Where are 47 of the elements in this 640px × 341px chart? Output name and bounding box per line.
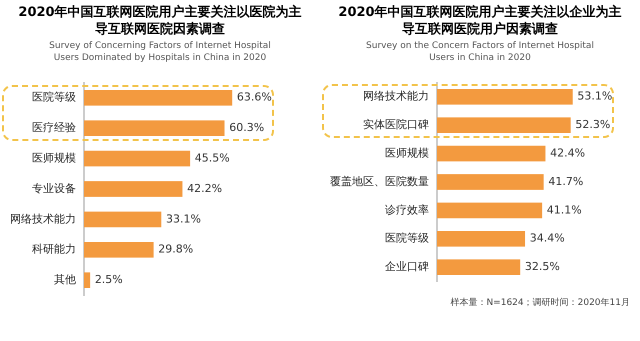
- data-label: 29.8%: [158, 242, 194, 256]
- data-label: 53.1%: [577, 90, 612, 103]
- bar: [84, 181, 182, 197]
- data-label: 32.5%: [524, 260, 560, 274]
- bar: [437, 117, 571, 134]
- y-tick-label: 网络技术能力: [363, 90, 429, 103]
- data-label: 41.1%: [546, 203, 582, 216]
- y-tick-label: 医师规模: [385, 146, 429, 160]
- chart-title: 2020年中国互联网医院用户主要关注以医院为主导互联网医院因素调查: [17, 4, 303, 38]
- y-tick-label: 覆盖地区、医院数量: [330, 174, 429, 188]
- y-tick-label: 医疗经验: [32, 121, 76, 134]
- y-tick-label: 实体医院口碑: [363, 118, 429, 132]
- bar: [437, 202, 542, 218]
- chart-subtitle: Survey on the Concern Factors of Internet Hospital Users in China in 2020: [365, 40, 595, 64]
- bar: [84, 212, 162, 228]
- data-label: 41.7%: [548, 174, 584, 188]
- data-label: 42.2%: [187, 182, 222, 195]
- data-label: 42.4%: [550, 146, 586, 160]
- y-tick-label: 诊疗效率: [385, 203, 429, 216]
- bar: [84, 242, 154, 258]
- bar: [84, 150, 190, 166]
- data-label: 45.5%: [194, 151, 230, 164]
- text: 样本量：N=1624；调研时间：2020年11月: [449, 296, 631, 309]
- data-label: 60.3%: [229, 121, 264, 134]
- data-label: 52.3%: [575, 118, 610, 132]
- data-label: 63.6%: [236, 90, 272, 104]
- bar: [437, 88, 573, 105]
- y-tick-label: 科研能力: [32, 242, 76, 256]
- chart-title: 2020年中国互联网医院用户主要关注以企业为主导互联网医院用户因素调查: [337, 4, 623, 38]
- y-tick-label: 企业口碑: [385, 260, 429, 274]
- bar: [437, 146, 546, 162]
- data-label: 33.1%: [166, 212, 201, 226]
- bar: [437, 230, 526, 247]
- bar: [437, 259, 520, 276]
- y-tick-label: 其他: [54, 273, 76, 286]
- bar: [84, 272, 90, 288]
- chart-subtitle: Survey of Concerning Factors of Internet Hospital Users Dominated by Hospitals in China in 2020: [48, 40, 272, 64]
- y-tick-label: 医院等级: [32, 90, 76, 104]
- y-tick-label: 医院等级: [385, 232, 429, 245]
- bar: [84, 120, 225, 136]
- y-tick-label: 网络技术能力: [10, 212, 76, 226]
- data-label: 2.5%: [94, 273, 123, 286]
- y-tick-label: 专业设备: [32, 182, 76, 195]
- bar: [84, 90, 232, 106]
- bar: [437, 174, 544, 190]
- y-tick-label: 医师规模: [32, 151, 76, 164]
- data-label: 34.4%: [530, 232, 565, 245]
